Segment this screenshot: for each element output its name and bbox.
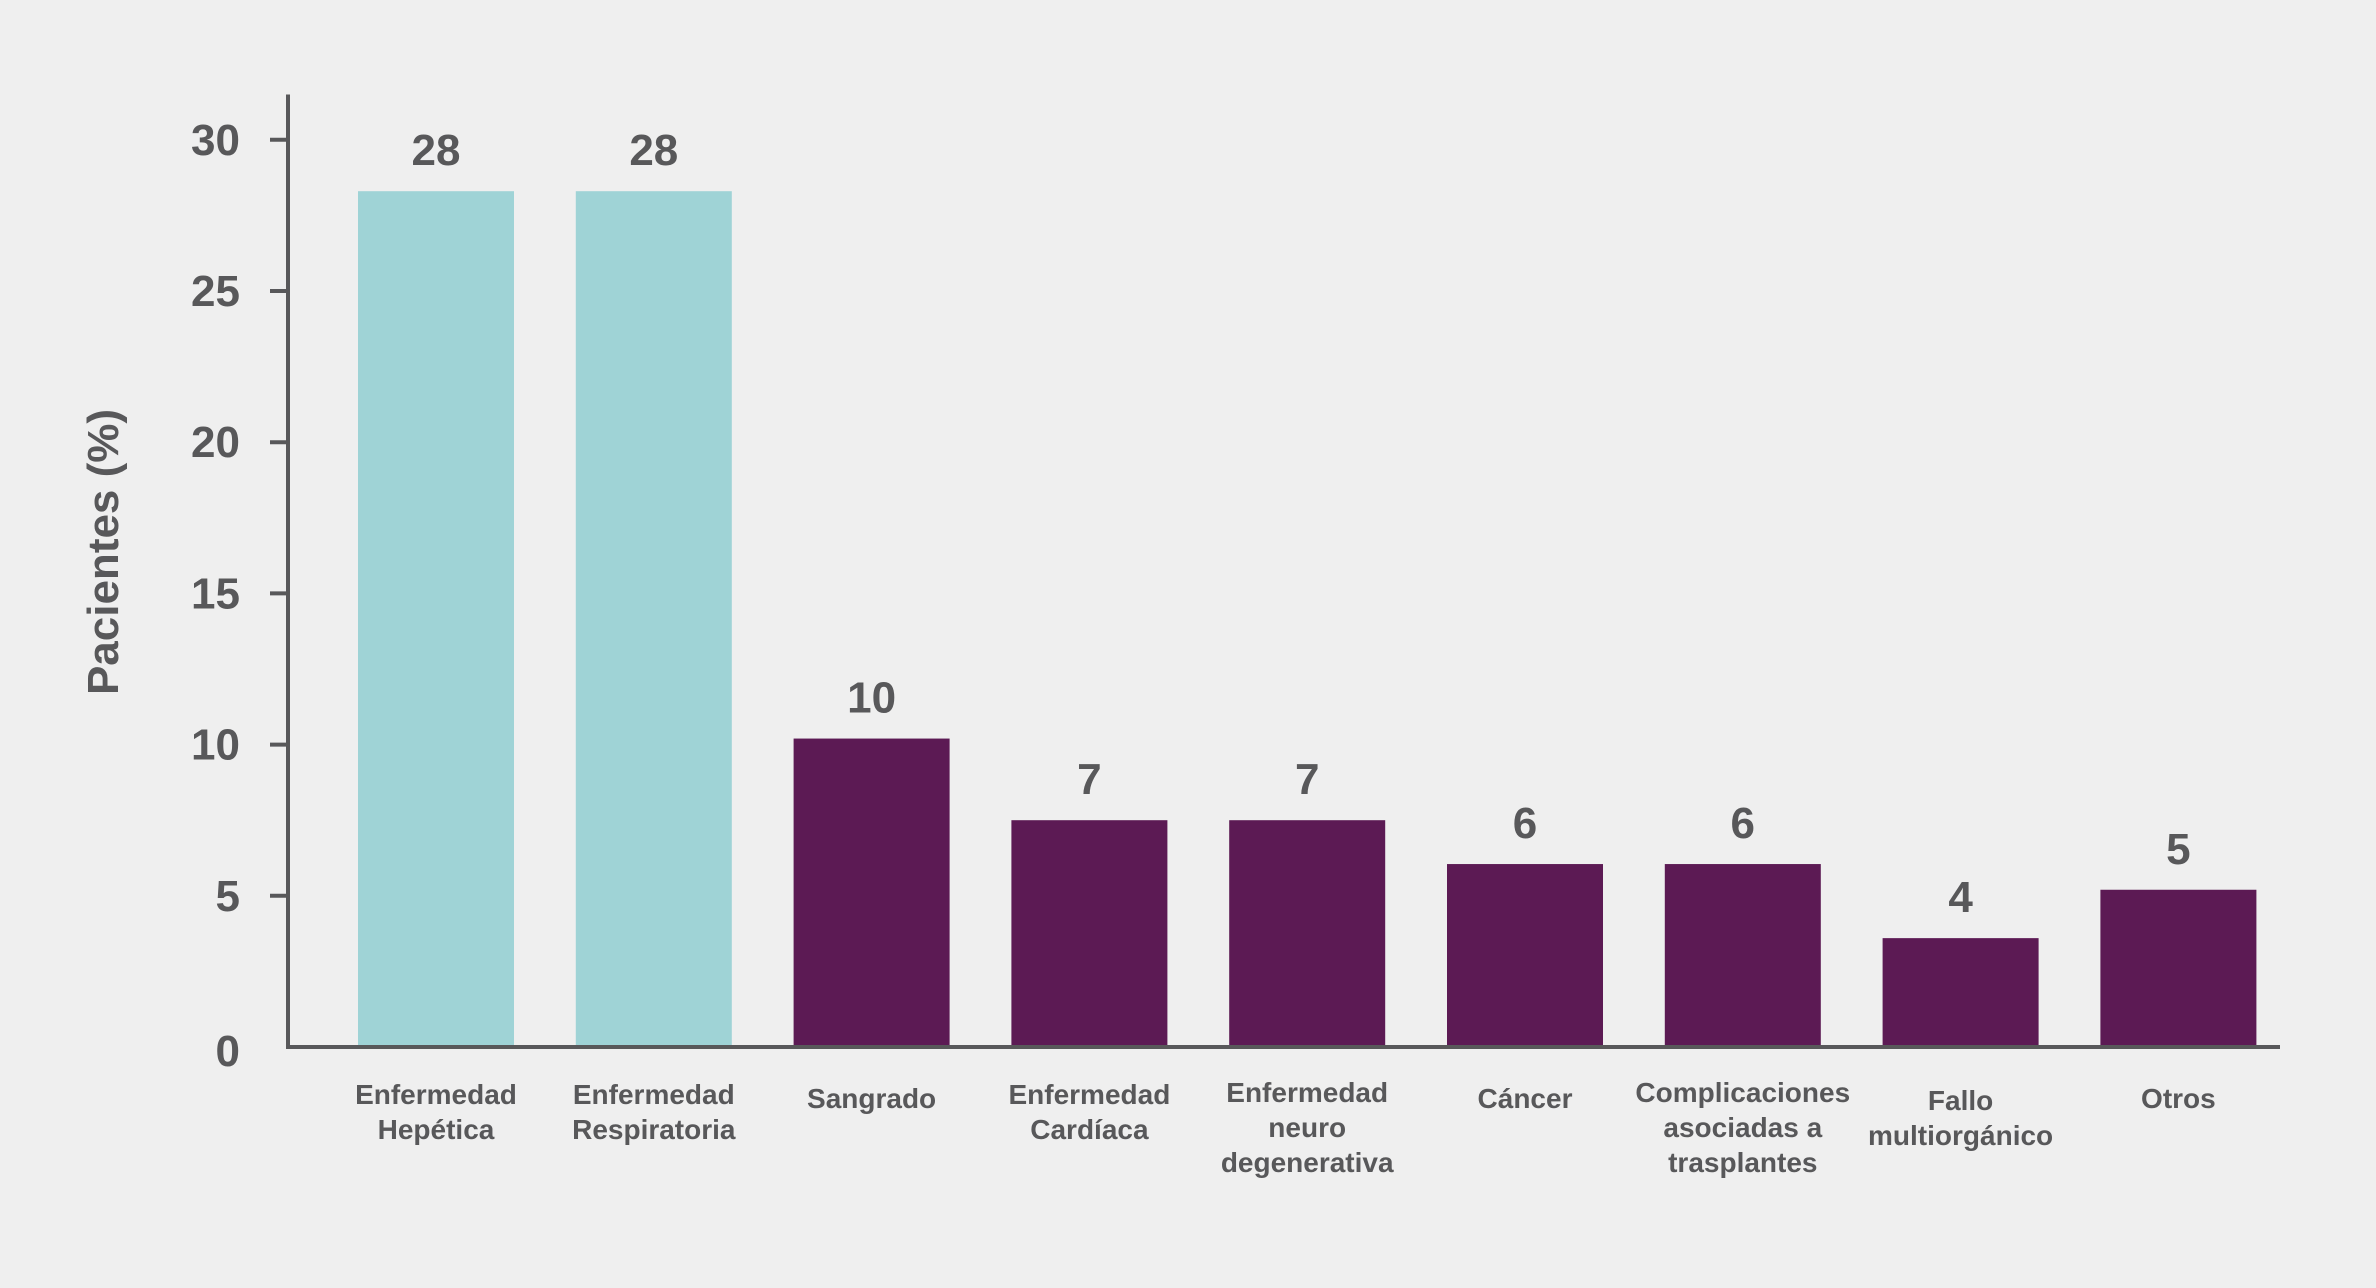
category-label: Otros [2141, 1083, 2216, 1114]
bar-value-label: 6 [1731, 799, 1755, 848]
category-label: Enfermedad neuro degenerativa [1221, 1077, 1394, 1178]
bars-group [358, 191, 2257, 1047]
category-label: Enfermedad Hepética [355, 1079, 517, 1145]
bar-value-label: 10 [847, 674, 896, 723]
bar [1447, 864, 1603, 1047]
category-labels-group: Enfermedad Hepética Enfermedad Respiratoria… [355, 1077, 2216, 1178]
bar-value-label: 6 [1513, 799, 1537, 848]
category-label: Fallo multiorgánico [1868, 1085, 2053, 1151]
bar-value-label: 28 [412, 126, 461, 175]
category-label: Enfermedad Respiratoria [572, 1079, 736, 1145]
bar [575, 191, 732, 1047]
y-tick-label: 25 [191, 267, 240, 316]
category-label: Complicaciones asociadas a trasplantes [1635, 1077, 1850, 1178]
y-axis-ticks: 0 5 10 15 20 25 30 [191, 116, 288, 1076]
y-tick-label: 5 [216, 872, 240, 921]
value-labels-group: 28 28 10 7 7 6 6 4 5 [412, 126, 2191, 922]
y-tick-label: 10 [191, 721, 240, 770]
category-label: Sangrado [807, 1083, 936, 1114]
bar [1664, 864, 1821, 1047]
bar [793, 738, 950, 1047]
bar-value-label: 7 [1077, 755, 1101, 804]
y-tick-label: 20 [191, 418, 240, 467]
bar-value-label: 7 [1295, 755, 1319, 804]
category-label: Enfermedad Cardíaca [1008, 1079, 1170, 1145]
y-axis-title: Pacientes (%) [79, 409, 128, 695]
bar-value-label: 4 [1948, 873, 1973, 922]
bar-value-label: 5 [2166, 825, 2190, 874]
bar [2100, 889, 2257, 1047]
bar-value-label: 28 [629, 126, 678, 175]
y-tick-label: 15 [191, 569, 240, 618]
category-label: Cáncer [1478, 1083, 1573, 1114]
y-tick-label: 0 [216, 1027, 240, 1076]
bar [1882, 938, 2039, 1047]
bar [1229, 820, 1386, 1047]
bar [1011, 820, 1168, 1047]
bar [358, 191, 514, 1047]
y-tick-label: 30 [191, 116, 240, 165]
